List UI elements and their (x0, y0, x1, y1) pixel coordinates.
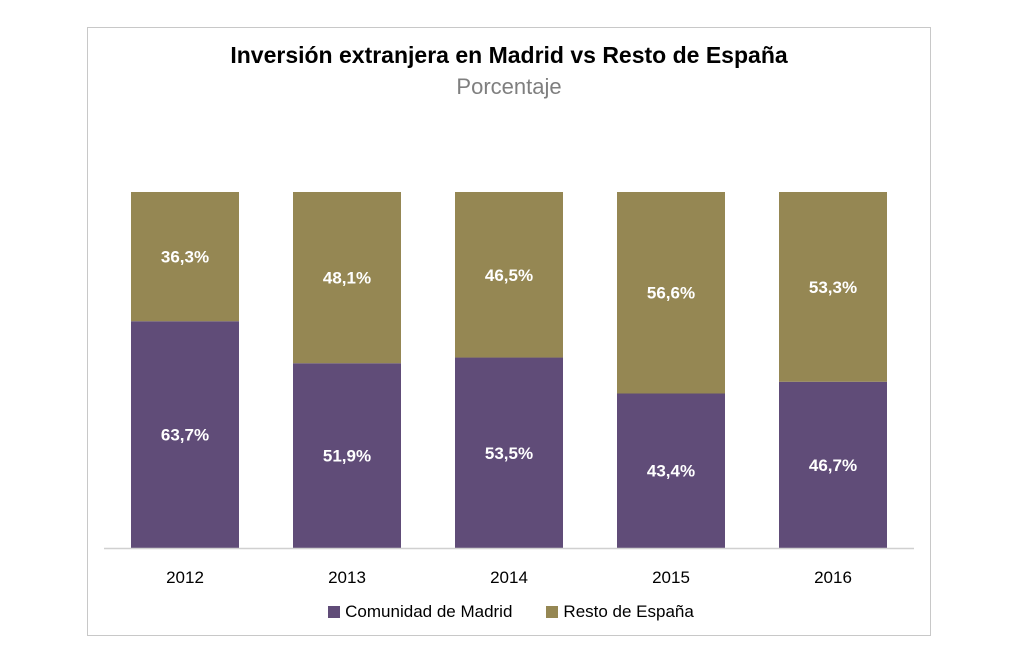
data-label: 56,6% (647, 284, 695, 303)
data-label: 51,9% (323, 447, 371, 466)
legend-swatch (546, 606, 559, 618)
chart-title: Inversión extranjera en Madrid vs Resto … (230, 42, 788, 68)
data-label: 53,5% (485, 444, 533, 463)
legend-item-madrid: Comunidad de Madrid (328, 602, 512, 622)
bar-segment (455, 357, 563, 548)
chart-frame (87, 27, 931, 636)
legend-item-resto: Resto de España (546, 602, 694, 622)
x-tick-label: 2012 (166, 568, 204, 587)
data-label: 46,5% (485, 266, 533, 285)
legend-label: Resto de España (563, 602, 694, 621)
data-label: 63,7% (161, 426, 209, 445)
data-label: 36,3% (161, 248, 209, 267)
bar-segment (779, 381, 887, 548)
bar-segment (293, 363, 401, 548)
x-tick-label: 2015 (652, 568, 690, 587)
bar-segment (131, 192, 239, 322)
chart-subtitle: Porcentaje (456, 74, 562, 99)
x-tick-label: 2013 (328, 568, 366, 587)
bar-segment (617, 393, 725, 548)
bar-segment (779, 192, 887, 382)
legend: Comunidad de Madrid Resto de España (0, 602, 1022, 622)
x-tick-label: 2014 (490, 568, 528, 587)
bar-segment (131, 321, 239, 548)
data-label: 53,3% (809, 278, 857, 297)
data-label: 46,7% (809, 456, 857, 475)
bar-segment (293, 192, 401, 364)
legend-swatch (328, 606, 341, 618)
data-label: 43,4% (647, 462, 695, 481)
bar-segment (617, 192, 725, 394)
bar-segment (455, 192, 563, 358)
legend-label: Comunidad de Madrid (345, 602, 513, 621)
x-tick-label: 2016 (814, 568, 852, 587)
data-label: 48,1% (323, 269, 371, 288)
